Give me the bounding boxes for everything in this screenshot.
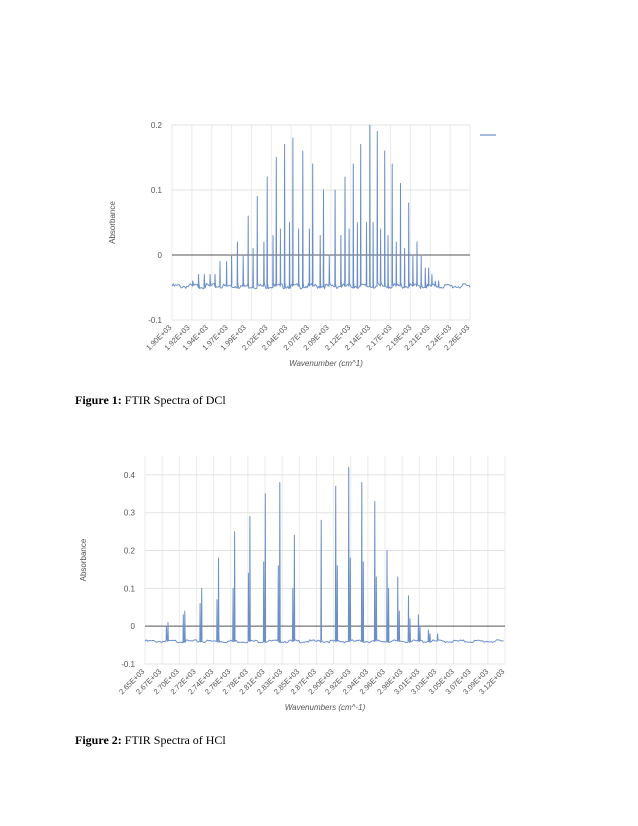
- figure-2-label: Figure 2:: [75, 733, 122, 747]
- y-tick-label: 0: [131, 622, 136, 631]
- spectrum-series-line: [171, 124, 471, 290]
- y-tick-label: 0.1: [151, 186, 163, 195]
- figure-2-text: FTIR Spectra of HCl: [124, 733, 226, 747]
- y-tick-label: 0.4: [124, 471, 136, 480]
- dcl-spectrum-chart: 0.20.10-0.11.90E+031.92E+031.94E+031.97E…: [108, 121, 496, 368]
- spectrum-series-line: [144, 466, 504, 644]
- y-tick-label: -0.1: [121, 660, 135, 669]
- hcl-spectrum-chart: 0.40.30.20.10-0.12.65E+032.67E+032.70E+0…: [79, 456, 506, 712]
- x-axis-label: Wavenumber (cm^1): [289, 359, 363, 368]
- y-axis-label: Absorbance: [108, 201, 117, 244]
- y-tick-label: 0.2: [151, 121, 163, 130]
- y-tick-label: -0.1: [148, 316, 162, 325]
- x-axis-label: Wavenumbers (cm^-1): [285, 703, 366, 712]
- figure-1-label: Figure 1:: [75, 393, 122, 407]
- y-tick-label: 0.1: [124, 584, 136, 593]
- y-axis-label: Absorbance: [79, 538, 88, 581]
- figure-2-caption: Figure 2: FTIR Spectra of HCl: [75, 733, 226, 748]
- y-tick-label: 0.3: [124, 509, 136, 518]
- y-tick-label: 0.2: [124, 547, 136, 556]
- y-tick-label: 0: [158, 251, 163, 260]
- figure-1-caption: Figure 1: FTIR Spectra of DCl: [75, 393, 226, 408]
- figure-1-text: FTIR Spectra of DCl: [124, 393, 226, 407]
